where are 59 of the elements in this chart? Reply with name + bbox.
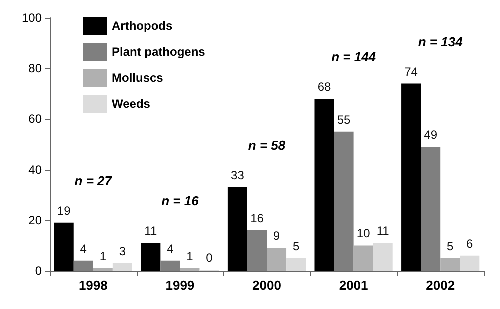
bar [93,268,113,271]
bar [314,98,334,271]
data-label: 1 [186,249,194,264]
bar [54,222,74,271]
data-label: 33 [231,168,245,183]
data-label: 4 [80,242,88,256]
legend-label: Plant pathogens [112,45,206,59]
data-label: 11 [376,224,390,238]
bar [228,188,248,271]
bar [354,246,374,271]
bar [286,258,306,271]
x-tick-label: 2000 [252,278,282,293]
y-tick-label: 0 [35,264,42,278]
bar [74,260,94,271]
annotation: n = 27 [74,173,113,188]
data-label: 6 [466,236,474,251]
bar [247,230,267,271]
bar [141,243,161,271]
bar [421,147,441,271]
data-label: 9 [273,229,280,244]
bar [112,263,132,271]
bar [402,84,422,271]
legend-label: Molluscs [112,71,164,85]
legend-label: Arthopods [112,19,173,33]
data-label: 4 [167,242,174,256]
data-label: 74 [404,64,418,79]
data-label: 5 [292,239,300,254]
x-tick-label: 2001 [339,278,368,293]
y-tick-label: 80 [28,62,42,76]
data-label: 68 [318,80,332,94]
data-label: 3 [119,244,126,258]
data-label: 55 [337,112,352,127]
data-label: 0 [206,251,214,265]
bar [460,256,480,271]
data-label: 10 [356,226,371,241]
x-tick-label: 1999 [166,278,195,293]
bar [180,268,200,271]
bar [160,260,180,271]
bar [267,248,287,271]
y-tick-label: 20 [28,213,42,228]
annotation: n = 16 [162,194,200,209]
x-tick-label: 1998 [78,278,108,293]
y-tick-label: 40 [28,162,42,177]
annotation: n = 58 [248,138,286,154]
data-label: 5 [447,239,454,254]
data-label: 11 [144,224,158,238]
annotation: n = 144 [332,49,377,64]
bar [373,243,393,271]
bar [440,258,460,271]
bar [334,132,354,271]
data-label: 16 [250,212,264,226]
annotation: n = 134 [418,34,464,50]
y-tick-label: 100 [22,11,42,25]
data-label: 1 [100,249,107,264]
y-tick-label: 60 [28,112,42,126]
legend-label: Weeds [112,97,151,111]
x-tick-label: 2002 [426,278,456,293]
data-label: 49 [424,128,438,142]
data-label: 19 [57,204,72,218]
